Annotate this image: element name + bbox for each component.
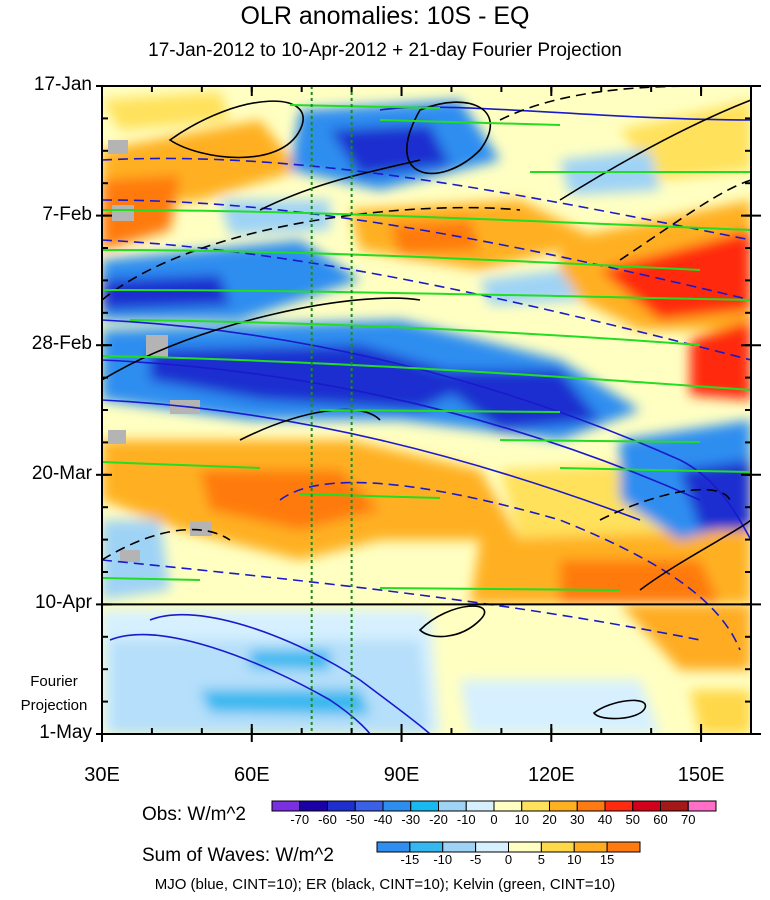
- colorbar-level-label: 20: [542, 812, 557, 827]
- colorbar-swatch: [442, 841, 477, 853]
- obs-anomaly-field: [102, 86, 751, 604]
- colorbar-level-label: -10: [456, 812, 476, 827]
- contour-overlays: [102, 86, 751, 734]
- colorbar-level-label: 60: [653, 812, 668, 827]
- obs-colorbar: [271, 800, 717, 812]
- y-tick-label: 20-Mar: [31, 462, 92, 484]
- x-tick-label: 150E: [677, 764, 725, 786]
- colorbar-swatch: [508, 841, 542, 853]
- obs-colorbar-title: Obs: W/m^2: [142, 804, 246, 825]
- colorbar-swatch: [382, 800, 412, 812]
- y-tick-label: 7-Feb: [42, 203, 92, 225]
- colorbar-level-label: 40: [597, 812, 613, 827]
- y-tick-label: 1-May: [39, 722, 92, 743]
- x-tick-label: 30E: [84, 764, 120, 786]
- colorbar-swatch: [409, 841, 444, 853]
- colorbar-level-label: 50: [625, 812, 640, 827]
- colorbar-swatch: [465, 800, 495, 812]
- y-tick-label: 10-Apr: [34, 592, 92, 614]
- colorbar-level-label: -70: [290, 812, 310, 827]
- x-tick-label: 60E: [233, 764, 270, 786]
- waves-colorbar-title: Sum of Waves: W/m^2: [142, 845, 334, 866]
- colorbar-swatch: [687, 800, 717, 812]
- colorbar-level-label: -10: [433, 852, 453, 867]
- colorbar-swatch: [438, 800, 467, 812]
- y-tick-label: 17-Jan: [33, 74, 92, 95]
- colorbar-level-label: 10: [567, 852, 582, 867]
- colorbar-swatch: [271, 800, 301, 812]
- colorbar-swatch: [299, 800, 328, 812]
- colorbar-swatch: [606, 841, 641, 853]
- chart-title: OLR anomalies: 10S - EQ: [240, 2, 530, 30]
- axis-ticks: [96, 85, 761, 742]
- mjo-contours: [102, 106, 751, 734]
- waves-colorbar: [376, 841, 641, 853]
- colorbar-swatch: [354, 800, 384, 812]
- colorbar-swatch: [573, 841, 608, 853]
- x-tick-label: 120E: [527, 764, 575, 786]
- colorbar-level-label: 30: [570, 812, 585, 827]
- colorbar-level-label: -50: [345, 812, 365, 827]
- colorbar-swatch: [660, 800, 689, 812]
- chart-footer: MJO (blue, CINT=10); ER (black, CINT=10)…: [154, 876, 616, 893]
- colorbar-swatch: [549, 800, 578, 812]
- colorbar-level-label: -60: [318, 812, 337, 827]
- colorbar-level-label: -5: [469, 852, 482, 867]
- colorbar-swatch: [327, 800, 356, 812]
- colorbar-level-label: -30: [401, 812, 421, 827]
- x-tick-label: 90E: [383, 764, 420, 786]
- colorbar-swatch: [410, 800, 439, 812]
- colorbar-swatch: [493, 800, 523, 812]
- colorbar-level-label: 70: [681, 812, 696, 827]
- chart-subtitle: 17-Jan-2012 to 10-Apr-2012 + 21-day Four…: [148, 40, 622, 61]
- colorbar-level-label: 10: [514, 812, 529, 827]
- colorbar-swatch: [604, 800, 634, 812]
- colorbar-swatch: [576, 800, 606, 812]
- colorbar-swatch: [376, 841, 411, 853]
- colorbar-swatch: [475, 841, 509, 853]
- colorbar-swatch: [521, 800, 550, 812]
- colorbar-swatch: [632, 800, 661, 812]
- colorbar-level-label: 5: [537, 852, 545, 867]
- colorbar-level-label: 0: [504, 852, 513, 867]
- colorbar-level-label: 15: [599, 852, 615, 867]
- y-tick-label: 28-Feb: [31, 333, 92, 355]
- colorbar-level-label: 0: [490, 812, 498, 827]
- reference-longitude-lines: [310, 86, 353, 734]
- projection-field: [102, 604, 751, 734]
- colorbar-level-label: -40: [373, 812, 393, 827]
- colorbar-level-label: -15: [400, 852, 420, 867]
- projection-label: Fourier Projection: [20, 673, 88, 714]
- kelvin-contours: [102, 104, 751, 591]
- colorbar-level-label: -20: [429, 812, 448, 827]
- colorbar-swatch: [540, 841, 575, 853]
